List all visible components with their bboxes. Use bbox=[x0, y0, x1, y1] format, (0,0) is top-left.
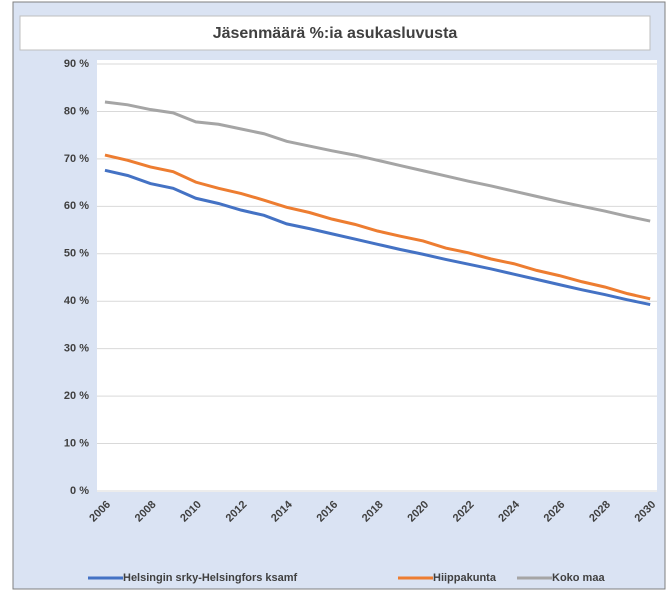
y-tick-label: 10 % bbox=[64, 437, 89, 449]
plot-area bbox=[97, 60, 657, 492]
y-tick-label: 40 % bbox=[64, 295, 89, 307]
series-line bbox=[104, 153, 651, 301]
y-tick-label: 20 % bbox=[64, 390, 89, 402]
y-tick-label: 90 % bbox=[64, 58, 89, 70]
chart-title: Jäsenmäärä %:ia asukasluvusta bbox=[213, 25, 458, 42]
legend-label: Koko maa bbox=[552, 572, 605, 584]
legend-label: Hiippakunta bbox=[433, 572, 497, 584]
y-tick-label: 0 % bbox=[70, 485, 89, 497]
title-box bbox=[19, 15, 651, 51]
legend-label: Helsingin srky-Helsingfors ksamf bbox=[123, 572, 298, 584]
y-tick-label: 80 % bbox=[64, 105, 89, 117]
y-tick-label: 50 % bbox=[64, 248, 89, 260]
y-tick-label: 30 % bbox=[64, 343, 89, 355]
series-line bbox=[104, 100, 651, 223]
y-tick-label: 60 % bbox=[64, 200, 89, 212]
series-line bbox=[104, 168, 651, 307]
y-tick-label: 70 % bbox=[64, 153, 89, 165]
